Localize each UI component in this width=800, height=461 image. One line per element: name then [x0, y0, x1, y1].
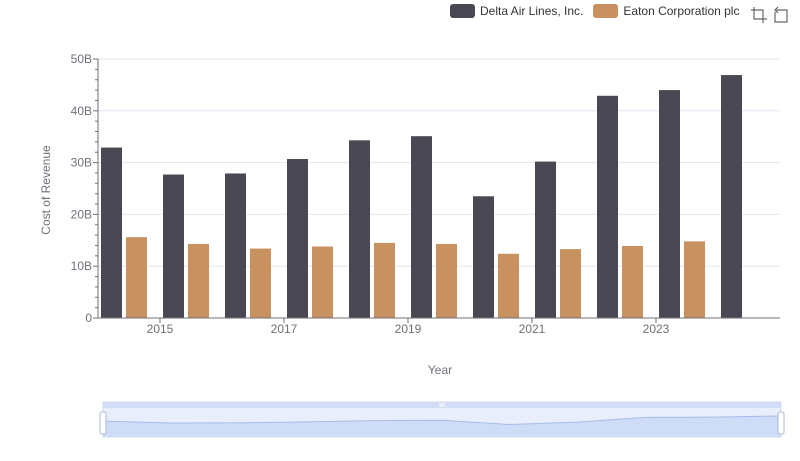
legend-label-eaton: Eaton Corporation plc: [623, 4, 740, 18]
restore-icon[interactable]: [772, 6, 790, 24]
bar-delta-2022[interactable]: [597, 95, 618, 318]
legend: Delta Air Lines, Inc. Eaton Corporation …: [450, 4, 749, 18]
y-tick-label: 20B: [71, 207, 92, 221]
y-axis: 0 10B 20B 30B 40B 50B: [71, 52, 99, 325]
data-zoom-slider[interactable]: [99, 401, 785, 438]
zoom-area: [103, 416, 781, 437]
bar-eaton-2020[interactable]: [498, 253, 519, 318]
bar-delta-2018[interactable]: [349, 140, 370, 318]
bar-eaton-2018[interactable]: [374, 242, 395, 318]
bar-delta-2024[interactable]: [721, 75, 742, 318]
y-tick-label: 40B: [71, 104, 92, 118]
bar-delta-2014[interactable]: [101, 147, 122, 318]
legend-swatch-delta: [450, 4, 475, 18]
y-tick-label: 30B: [71, 156, 92, 170]
zoom-line: [102, 415, 782, 426]
x-axis: 2015 2017 2019 2021 2023: [98, 317, 780, 336]
bar-eaton-2022[interactable]: [622, 245, 643, 318]
zoom-icon[interactable]: [750, 6, 768, 24]
bar-eaton-2017[interactable]: [312, 246, 333, 318]
y-tick-label: 50B: [71, 52, 92, 66]
bars: [101, 75, 742, 318]
zoom-left-handle[interactable]: [99, 411, 107, 435]
toolbox: [746, 6, 790, 24]
bar-delta-2017[interactable]: [287, 158, 308, 318]
bar-delta-2021[interactable]: [535, 161, 556, 318]
x-tick-label: 2015: [147, 322, 174, 336]
y-tick-label: 10B: [71, 259, 92, 273]
legend-item-delta[interactable]: Delta Air Lines, Inc.: [450, 4, 583, 18]
legend-label-delta: Delta Air Lines, Inc.: [480, 4, 584, 18]
x-tick-label: 2017: [271, 322, 298, 336]
x-tick-label: 2023: [643, 322, 670, 336]
legend-item-eaton[interactable]: Eaton Corporation plc: [593, 4, 739, 18]
bar-delta-2019[interactable]: [411, 136, 432, 318]
zoom-right-handle[interactable]: [777, 411, 785, 435]
bar-delta-2015[interactable]: [163, 174, 184, 318]
x-tick-label: 2019: [395, 322, 422, 336]
bar-delta-2023[interactable]: [659, 90, 680, 318]
bar-delta-2020[interactable]: [473, 196, 494, 318]
bar-eaton-2014[interactable]: [126, 237, 147, 318]
bar-eaton-2016[interactable]: [250, 248, 271, 318]
legend-swatch-eaton: [593, 4, 619, 18]
x-tick-label: 2021: [519, 322, 546, 336]
y-tick-label: 0: [85, 311, 92, 325]
bar-eaton-2019[interactable]: [436, 243, 457, 318]
bar-eaton-2023[interactable]: [684, 241, 705, 318]
y-axis-title: Cost of Revenue: [39, 145, 53, 235]
bar-delta-2016[interactable]: [225, 173, 246, 318]
x-axis-title: Year: [428, 363, 452, 377]
bar-eaton-2021[interactable]: [560, 249, 581, 318]
bar-eaton-2015[interactable]: [188, 243, 209, 318]
